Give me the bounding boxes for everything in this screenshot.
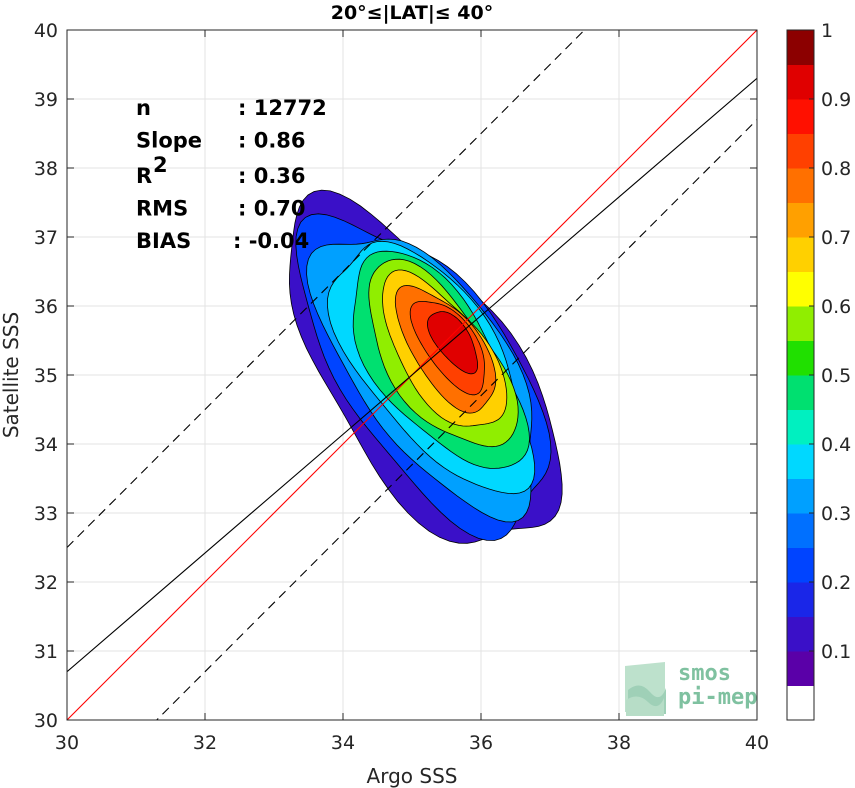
stat-label-superscript: 2: [153, 153, 168, 177]
colorbar-tick-label: 0.4: [821, 434, 851, 456]
colorbar-segment: [787, 99, 814, 134]
y-tick-label: 37: [34, 227, 58, 249]
colorbar-tick-label: 0.1: [821, 641, 851, 663]
y-tick-label: 34: [34, 434, 58, 456]
x-tick-label: 30: [55, 732, 79, 754]
colorbar-segment: [787, 237, 814, 272]
logo-text-smos: smos: [678, 661, 731, 686]
stat-value: : -0.04: [233, 229, 309, 253]
y-tick-label: 30: [34, 710, 58, 732]
y-tick-label: 35: [34, 365, 58, 387]
chart-title: 20°≤|LAT|≤ 40°: [331, 2, 494, 24]
density-contours: [288, 189, 563, 544]
x-tick-label: 36: [469, 732, 493, 754]
x-axis-label: Argo SSS: [367, 764, 458, 788]
smos-pimep-logo: smos pi-mep: [625, 661, 757, 716]
y-axis-ticks: 30 31 32 33 34 35 36 37 38 39 40: [34, 20, 757, 732]
x-tick-label: 32: [193, 732, 217, 754]
colorbar-segment: [787, 375, 814, 410]
colorbar-segment: [787, 478, 814, 514]
stat-value: : 12772: [238, 96, 327, 120]
stat-label: RMS: [136, 197, 188, 221]
colorbar-tick-label: 0.7: [821, 227, 851, 249]
colorbar-segment: [787, 409, 814, 445]
colorbar-tick-label: 0.3: [821, 503, 851, 525]
y-tick-label: 36: [34, 296, 58, 318]
regression-line: [67, 77, 757, 673]
colorbar: 0.1 0.2 0.3 0.4 0.5 0.6 0.7 0.8 0.9 1: [786, 20, 851, 721]
y-tick-label: 38: [34, 158, 58, 180]
x-tick-label: 38: [607, 732, 631, 754]
stat-label: Slope: [136, 129, 202, 153]
colorbar-segment: [787, 133, 814, 169]
colorbar-tick-label: 0.5: [821, 365, 851, 387]
stat-label: R: [136, 164, 152, 188]
upper-bound-line: [67, 30, 586, 548]
colorbar-segment: [787, 685, 814, 721]
colorbar-segment: [787, 513, 814, 548]
y-tick-label: 32: [34, 572, 58, 594]
colorbar-tick-label: 0.2: [821, 572, 851, 594]
stat-label: n: [136, 96, 151, 120]
statistics-box: n : 12772 Slope : 0.86 R 2 : 0.36 RMS : 0.70 BIAS…: [136, 96, 327, 253]
lower-bound-line: [155, 119, 757, 720]
colorbar-segment: [787, 30, 814, 65]
x-tick-label: 40: [745, 732, 769, 754]
colorbar-segment: [787, 444, 814, 479]
colorbar-segment: [787, 582, 814, 617]
reference-lines: [67, 30, 757, 720]
y-tick-label: 33: [34, 503, 58, 525]
stat-value: : 0.36: [238, 164, 306, 188]
colorbar-tick-label: 0.8: [821, 158, 851, 180]
colorbar-segment: [787, 616, 814, 652]
colorbar-segment: [787, 651, 814, 686]
colorbar-segment: [787, 202, 814, 238]
y-axis-label: Satellite SSS: [0, 312, 23, 438]
stat-value: : 0.86: [238, 129, 306, 153]
colorbar-segment: [787, 547, 814, 583]
stat-value: : 0.70: [238, 197, 306, 221]
colorbar-tick-label: 0.9: [821, 89, 851, 111]
colorbar-segment: [787, 306, 814, 341]
x-tick-label: 34: [331, 732, 355, 754]
colorbar-segment: [787, 64, 814, 100]
y-tick-label: 40: [34, 20, 58, 42]
x-axis-ticks: 30 32 34 36 38 40: [55, 30, 769, 754]
logo-waves-icon: [625, 662, 666, 716]
y-tick-label: 31: [34, 641, 58, 663]
colorbar-tick-label: 0.6: [821, 296, 851, 318]
colorbar-segment: [787, 340, 814, 376]
colorbar-segment: [787, 271, 814, 307]
colorbar-tick-label: 1: [821, 20, 833, 42]
colorbar-segment: [787, 168, 814, 203]
y-tick-label: 39: [34, 89, 58, 111]
stat-label: BIAS: [136, 229, 191, 253]
logo-text-pimep: pi-mep: [678, 685, 757, 710]
